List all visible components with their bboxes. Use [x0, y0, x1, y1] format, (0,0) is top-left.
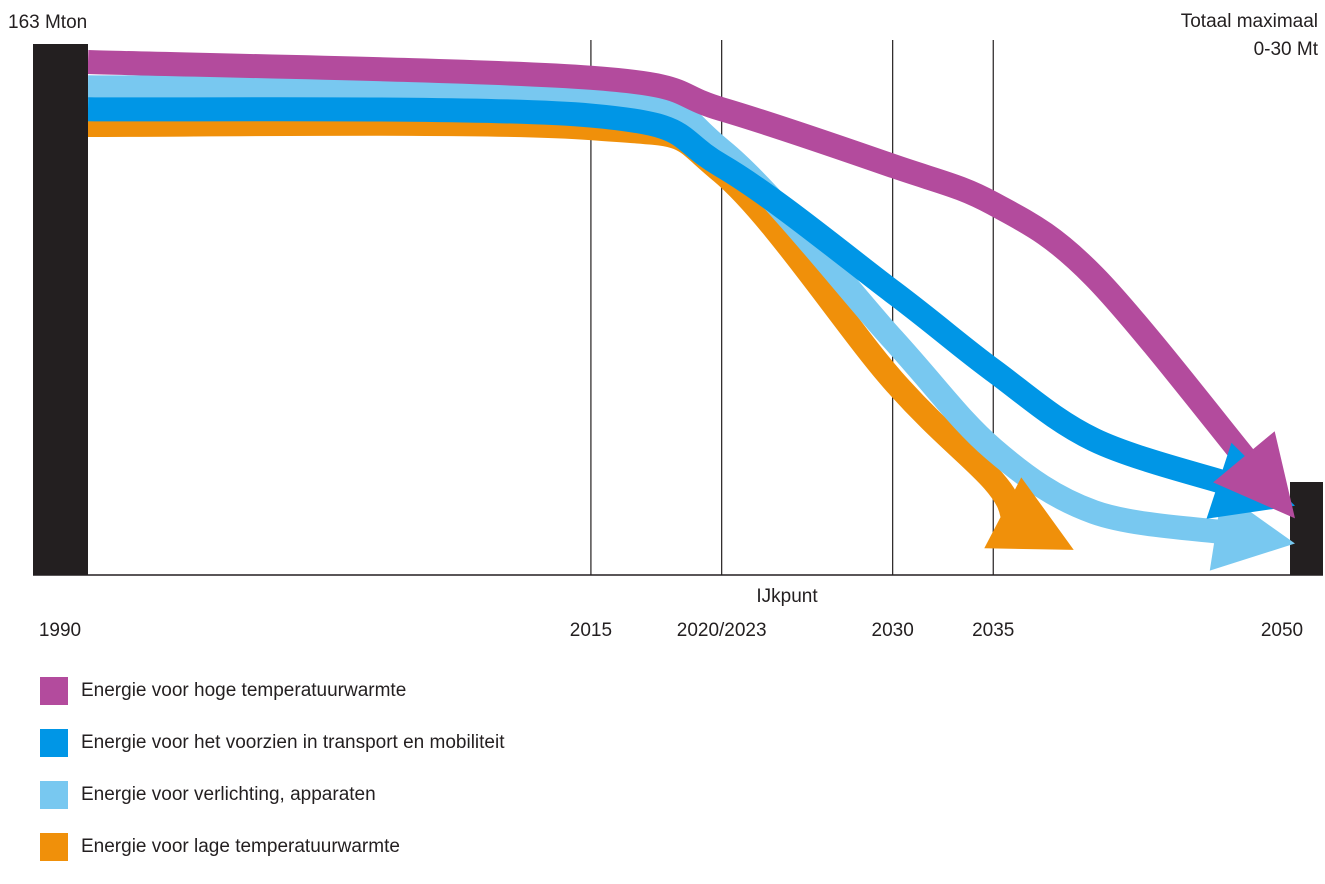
legend-swatch	[40, 781, 68, 809]
legend-label: Energie voor verlichting, apparaten	[81, 784, 376, 805]
legend-item: Energie voor hoge temperatuurwarmte	[40, 676, 505, 706]
chart: 1990 2015 2020/2023 2030 2035 2050 163 Mton T…	[8, 11, 1323, 641]
x-tick-label: 2015	[570, 620, 612, 641]
legend-label: Energie voor lage temperatuurwarmte	[81, 836, 400, 857]
series-line-verlichting-apparaten	[88, 74, 1226, 545]
x-tick-label: 1990	[39, 620, 81, 641]
legend-item: Energie voor het voorzien in transport e…	[40, 728, 505, 758]
x-tick-label: 2035	[972, 620, 1014, 641]
legend-label: Energie voor het voorzien in transport e…	[81, 732, 505, 753]
series-line-hoge-temperatuurwarmte	[88, 50, 1259, 471]
series-arrowhead-lage-temperatuurwarmte	[984, 477, 1074, 550]
legend-label: Energie voor hoge temperatuurwarmte	[81, 680, 407, 701]
start-value-label: 163 Mton	[8, 12, 87, 33]
legend-swatch	[40, 729, 68, 757]
target-label-line2: 0-30 Mt	[1254, 39, 1319, 60]
series-line-transport-mobiliteit	[88, 97, 1231, 495]
milestone-label: IJkpunt	[756, 586, 818, 607]
legend-item: Energie voor lage temperatuurwarmte	[40, 832, 505, 862]
series-line-lage-temperatuurwarmte	[88, 111, 1027, 533]
x-tick-label: 2030	[872, 620, 914, 641]
x-tick-label: 2050	[1261, 620, 1303, 641]
legend-swatch	[40, 677, 68, 705]
bar-1990	[33, 44, 88, 575]
bar-2050	[1290, 482, 1323, 575]
target-label-line1: Totaal maximaal	[1181, 11, 1318, 32]
legend-swatch	[40, 833, 68, 861]
legend: Energie voor hoge temperatuurwarmte Ener…	[40, 676, 505, 884]
x-tick-label: 2020/2023	[677, 620, 767, 641]
series-arrowhead-hoge-temperatuurwarmte	[1213, 431, 1295, 519]
legend-item: Energie voor verlichting, apparaten	[40, 780, 505, 810]
